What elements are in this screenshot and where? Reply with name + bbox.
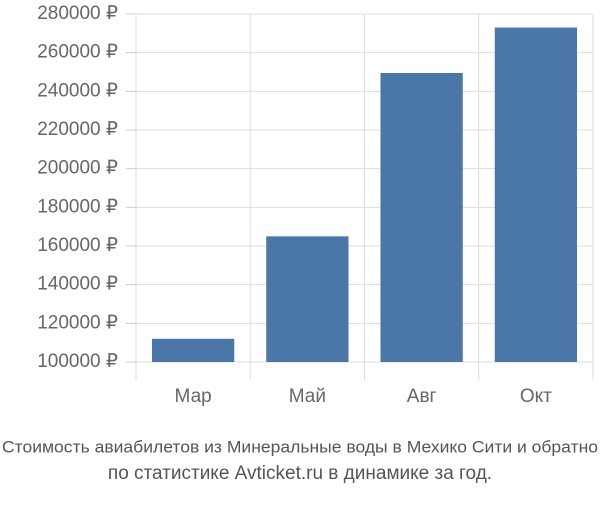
chart-title: Стоимость авиабилетов из Минеральные вод… xyxy=(2,437,598,456)
bar xyxy=(494,27,578,363)
y-tick-label: 180000 ₽ xyxy=(37,196,118,217)
bar xyxy=(151,338,235,362)
y-tick-label: 140000 ₽ xyxy=(37,274,118,295)
x-tick-label: Май xyxy=(289,386,326,407)
y-tick-label: 160000 ₽ xyxy=(37,235,118,256)
y-tick-label: 200000 ₽ xyxy=(37,158,118,179)
bar xyxy=(380,72,463,362)
y-tick-label: 240000 ₽ xyxy=(37,80,118,101)
x-tick-label: Авг xyxy=(407,386,437,407)
y-tick-label: 260000 ₽ xyxy=(37,42,118,63)
y-tick-label: 280000 ₽ xyxy=(37,3,118,24)
x-tick-label: Мар xyxy=(175,386,212,407)
y-tick-label: 120000 ₽ xyxy=(37,312,118,333)
y-tick-label: 100000 ₽ xyxy=(37,351,118,372)
bar xyxy=(266,236,349,362)
chart-title: по статистике Avticket.ru в динамике за … xyxy=(108,463,492,484)
y-tick-label: 220000 ₽ xyxy=(37,119,118,140)
x-tick-label: Окт xyxy=(520,386,552,407)
